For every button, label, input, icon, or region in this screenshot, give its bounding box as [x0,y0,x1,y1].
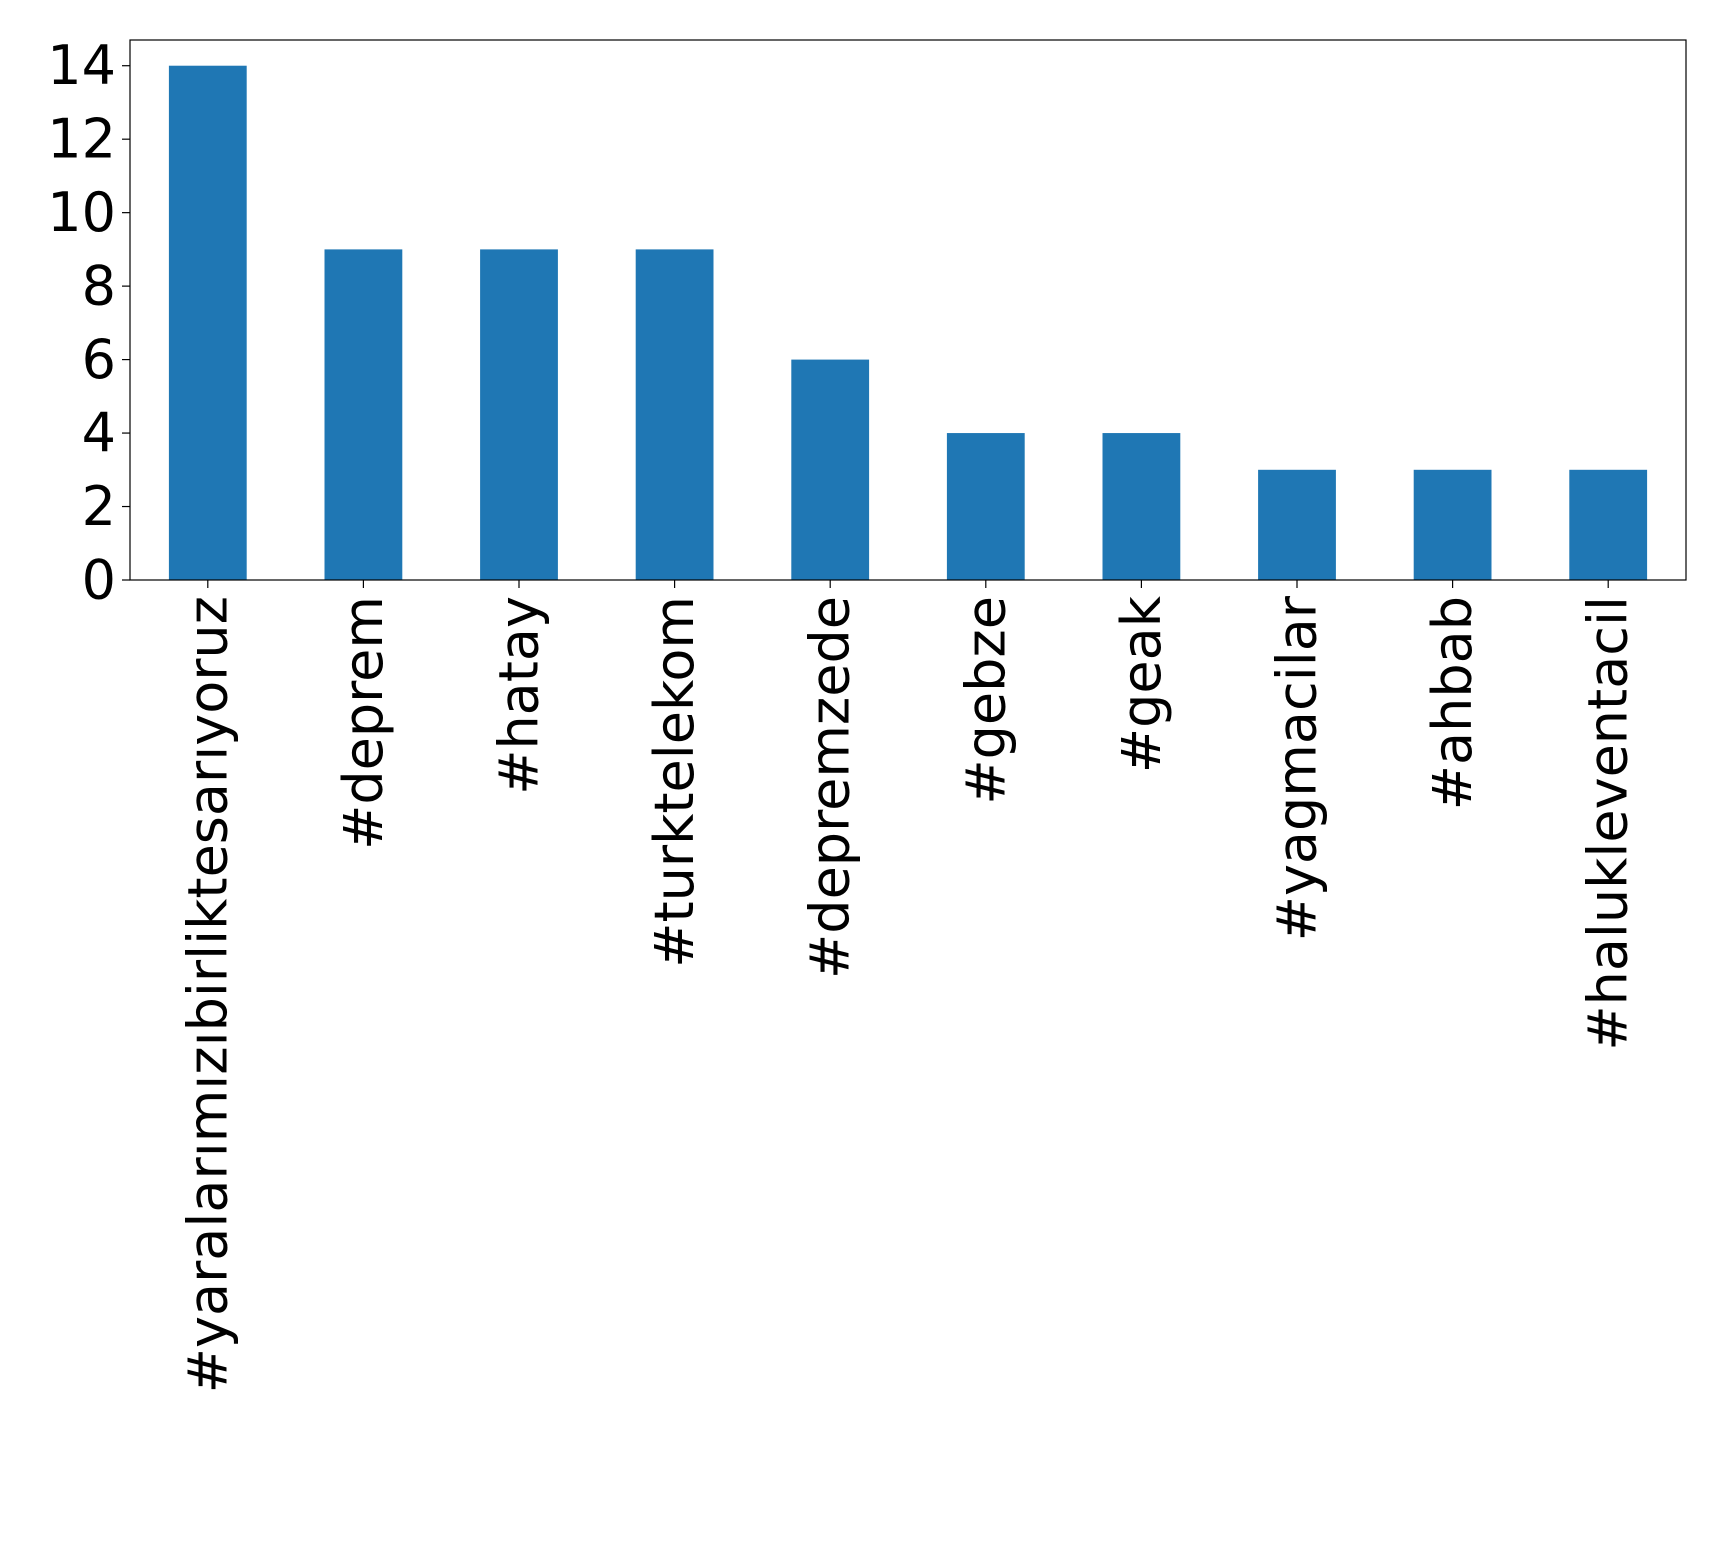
y-axis: 0 2 4 6 8 10 12 14 [47,34,130,612]
x-axis: #yaralarımızıbirliktesarıyoruz #deprem #ha… [176,580,1640,1393]
x-tick-label-6: #geak [1110,595,1173,773]
y-tick-label-5: 10 [47,181,116,244]
bar-5 [946,433,1025,580]
y-tick-label-3: 6 [82,328,116,391]
x-tick-label-2: #hatay [488,596,551,795]
bar-9 [1569,469,1648,580]
y-tick-label-6: 12 [47,108,116,171]
bar-3 [635,249,714,580]
bar-6 [1102,433,1181,580]
x-tick-label-1: #deprem [332,596,395,850]
x-tick-label-0: #yaralarımızıbirliktesarıyoruz [176,596,239,1393]
y-tick-label-7: 14 [47,34,116,97]
x-tick-label-8: #ahbab [1421,596,1484,810]
bar-2 [480,249,558,580]
bar-4 [791,359,870,580]
y-tick-label-4: 8 [82,255,116,318]
bar-0 [168,65,247,580]
bar-7 [1258,469,1336,580]
plot-frame [129,39,1687,581]
x-tick-label-4: #depremzede [799,596,862,979]
bar-8 [1413,469,1492,580]
x-tick-label-9: #haluklevent​acil [1577,596,1640,1051]
x-tick-label-7: #yagmacilar [1266,595,1329,941]
x-tick-label-3: #turktelekom [643,596,706,968]
y-tick-label-0: 0 [82,549,116,612]
y-tick-label-1: 2 [82,475,116,538]
y-tick-label-2: 4 [82,402,116,465]
bar-1 [324,249,403,580]
x-tick-label-5: #gebze [954,596,1017,805]
bars-group [168,65,1648,580]
